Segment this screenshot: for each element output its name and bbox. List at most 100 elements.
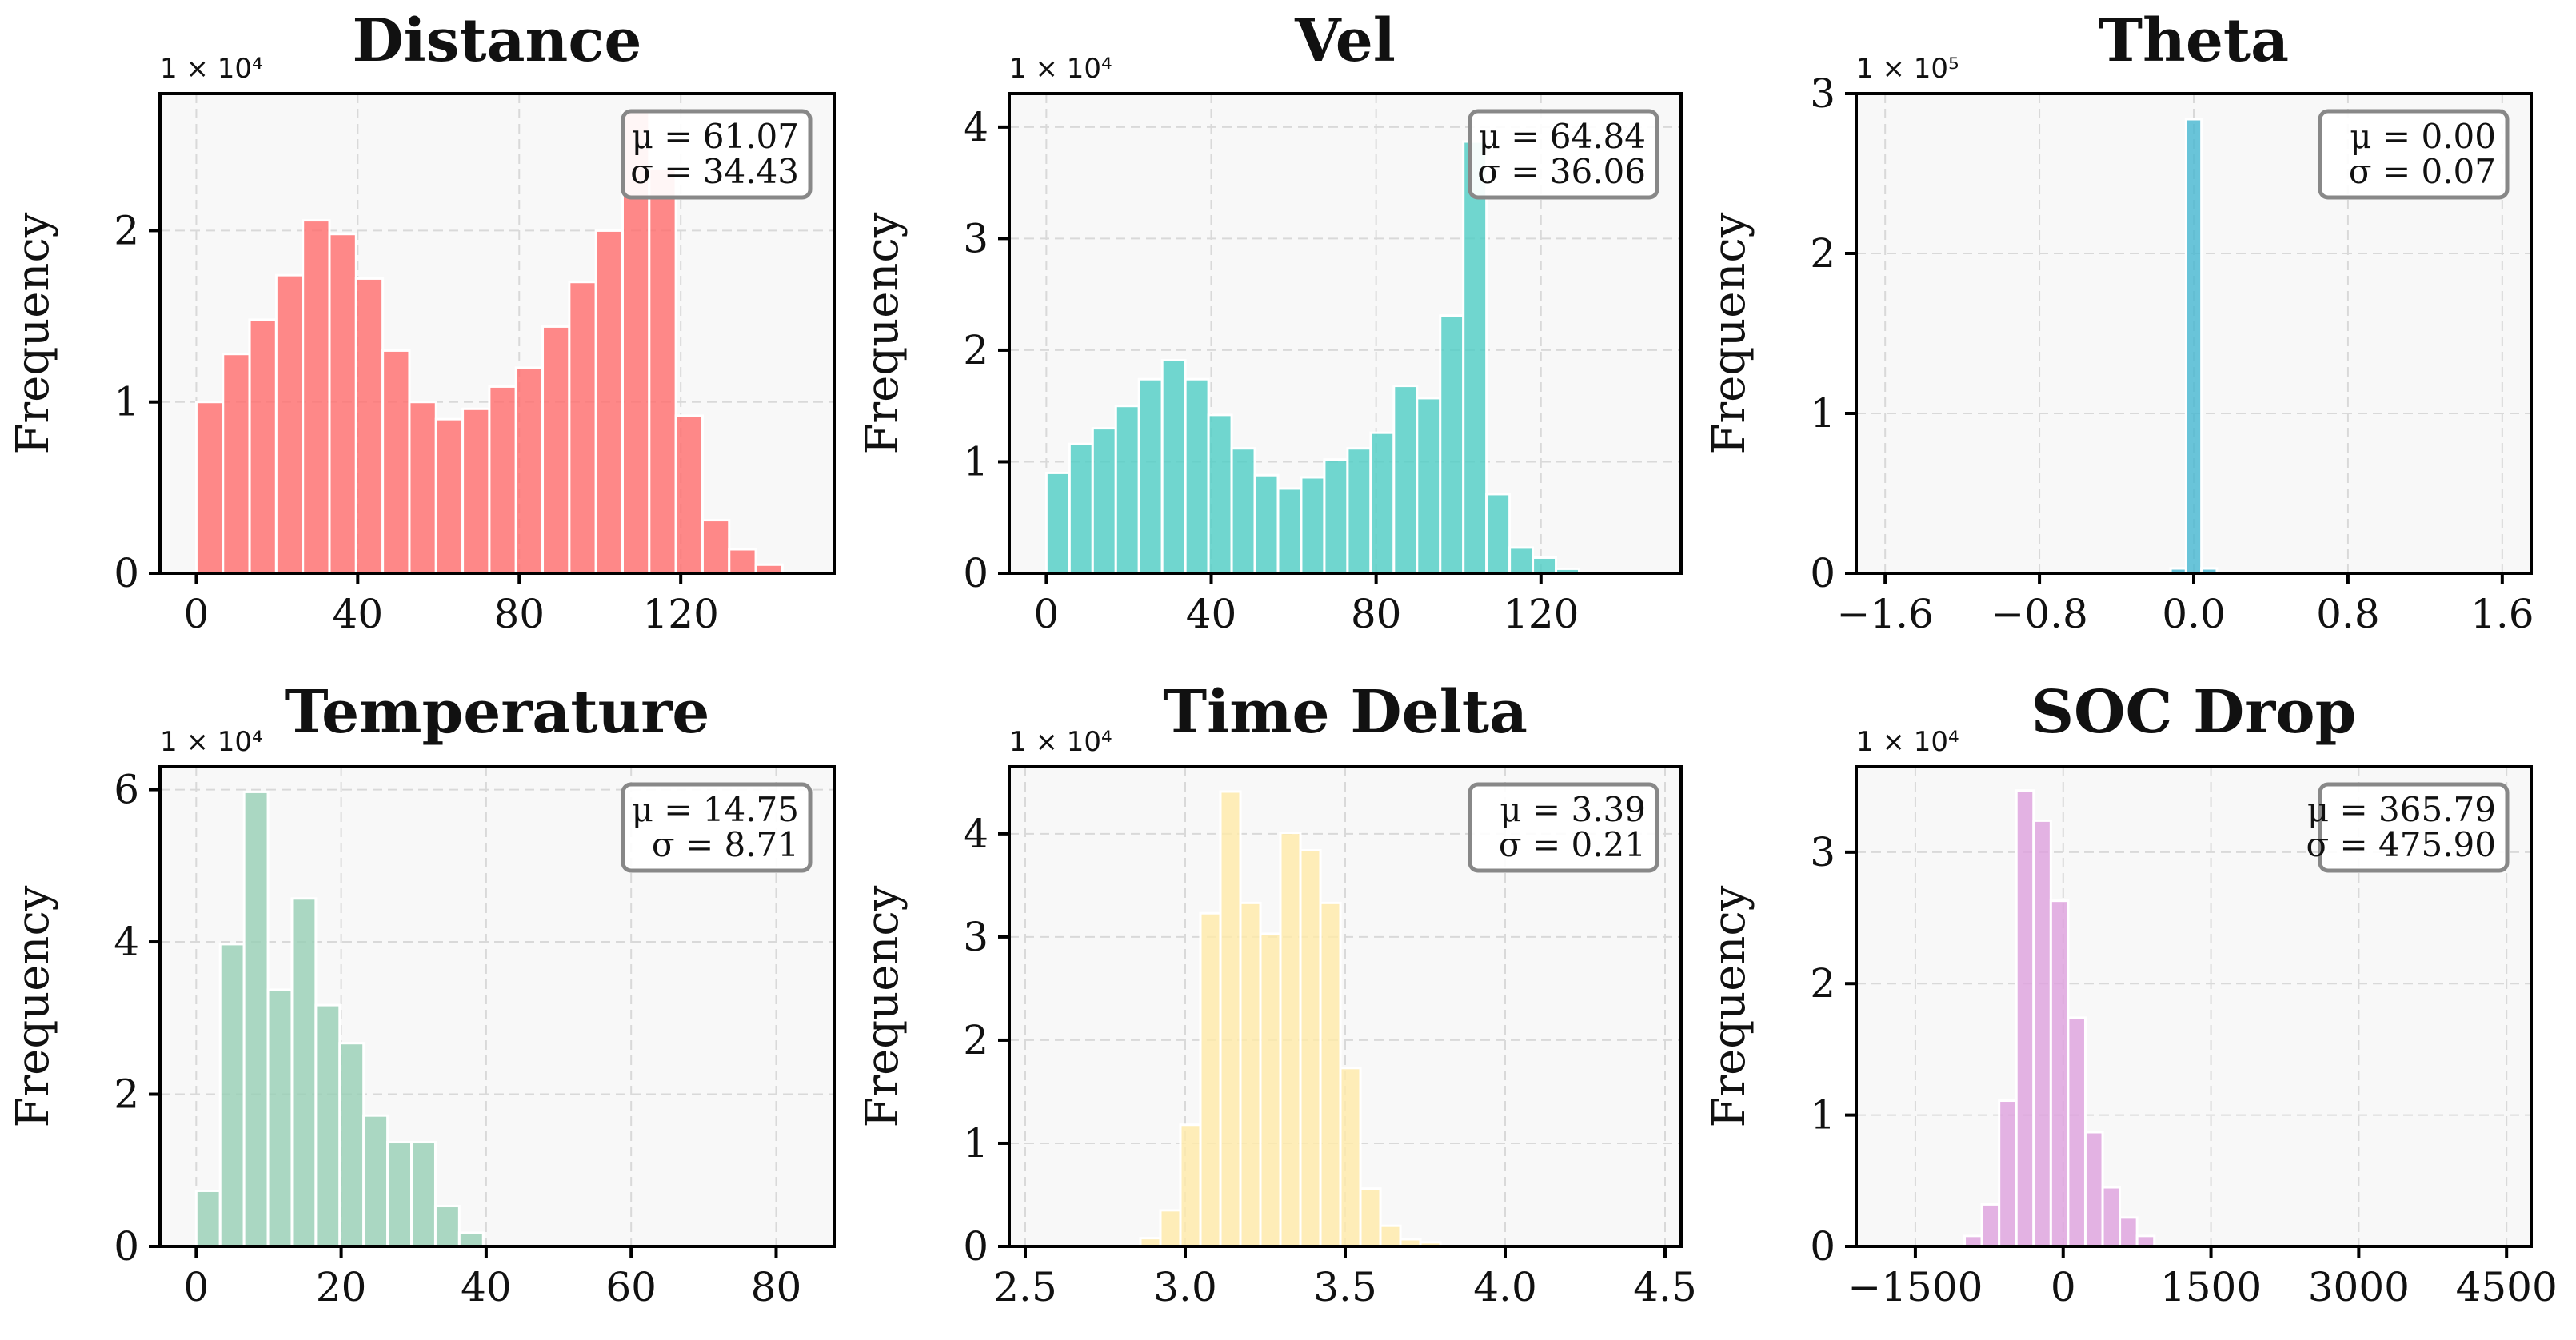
- histogram-bar: [242, 790, 270, 1248]
- y-axis-multiplier: 1 × 10⁴: [1009, 53, 1112, 85]
- x-tick-label: 120: [642, 591, 718, 637]
- x-tick-label: 120: [1503, 591, 1579, 637]
- histogram-bar: [266, 988, 294, 1248]
- histogram-bar: [1439, 314, 1465, 575]
- x-tick-label: 20: [316, 1264, 367, 1310]
- histogram-bar: [1416, 397, 1442, 575]
- x-tick-label: 40: [333, 591, 384, 637]
- y-tick-label: 3: [1810, 829, 1835, 875]
- histogram-bar: [1279, 832, 1302, 1248]
- y-tick-label: 1: [1810, 390, 1835, 437]
- histogram-bar: [248, 318, 278, 575]
- stats-mean: μ = 14.75: [632, 790, 799, 829]
- histogram-bar: [1068, 442, 1094, 575]
- histogram-bar: [1137, 377, 1164, 575]
- y-tick-label: 0: [114, 550, 139, 596]
- histogram-bar: [1462, 140, 1488, 575]
- x-tick-label: 40: [461, 1264, 512, 1310]
- stats-std: σ = 8.71: [652, 825, 799, 864]
- y-tick-label: 1: [1810, 1092, 1835, 1139]
- stats-mean: μ = 64.84: [1479, 117, 1646, 156]
- histogram-bar: [648, 167, 677, 575]
- x-tick-label: 4500: [2456, 1264, 2558, 1310]
- y-tick-label: 2: [963, 327, 988, 373]
- histogram-bar: [2119, 1216, 2139, 1248]
- y-tick-label: 4: [114, 919, 139, 965]
- histogram-bar: [674, 414, 704, 575]
- histogram-bar: [218, 943, 246, 1248]
- y-tick-label: 0: [963, 550, 988, 596]
- stats-std: σ = 34.43: [630, 152, 799, 191]
- histogram-bar: [701, 519, 731, 575]
- y-tick-label: 1: [963, 438, 988, 485]
- x-tick-label: −0.8: [1991, 591, 2087, 637]
- y-tick-label: 2: [963, 1017, 988, 1063]
- histogram-bar: [1359, 1187, 1382, 1248]
- histogram-bar: [488, 385, 517, 575]
- histogram-bar: [194, 401, 225, 575]
- stats-std: σ = 0.21: [1499, 825, 1646, 864]
- histogram-bar: [1339, 1067, 1362, 1248]
- x-tick-label: 2.5: [993, 1264, 1057, 1310]
- histogram-bar: [1230, 447, 1256, 575]
- histogram-bar: [1253, 473, 1280, 575]
- stats-mean: μ = 3.39: [1500, 790, 1646, 829]
- plot-frame: [158, 765, 836, 1248]
- chart-panel: 0 40 80 120 0 1 2 Distance 1 × 10⁴ Frequency μ = 6…: [7, 6, 836, 637]
- x-tick-label: 80: [1351, 591, 1402, 637]
- chart-title: Temperature: [285, 678, 710, 747]
- chart-panel: −1.6 −0.8 0.0 0.8 1.6 0 1 2 3 Theta 1 × 10⁵ Frequen…: [1703, 6, 2534, 637]
- y-axis-multiplier: 1 × 10⁴: [160, 53, 263, 85]
- y-tick-label: 2: [114, 207, 139, 253]
- y-tick-label: 4: [963, 811, 988, 857]
- stats-std: σ = 475.90: [2306, 825, 2496, 864]
- histogram-bar: [274, 273, 305, 575]
- plot-frame: [1855, 765, 2533, 1248]
- histogram-bar: [1485, 493, 1512, 575]
- histogram-bar: [1392, 385, 1419, 575]
- y-tick-label: 0: [114, 1223, 139, 1270]
- histogram-bar: [1508, 546, 1535, 575]
- x-tick-label: 40: [1186, 591, 1237, 637]
- x-tick-label: 1.6: [2470, 591, 2534, 637]
- histogram-bar: [362, 1114, 389, 1248]
- histogram-bar: [457, 1231, 485, 1248]
- chart-title: Distance: [352, 6, 641, 75]
- chart-title: Theta: [2099, 6, 2289, 75]
- y-tick-label: 3: [1810, 70, 1835, 117]
- histogram-bar: [1159, 1209, 1182, 1248]
- x-tick-label: 1500: [2160, 1264, 2262, 1310]
- histogram-bar: [1160, 358, 1187, 575]
- stats-std: σ = 0.07: [2349, 152, 2496, 191]
- histogram-bar: [1998, 1099, 2018, 1248]
- x-tick-label: 3.5: [1313, 1264, 1377, 1310]
- histogram-bar: [1259, 932, 1282, 1248]
- histogram-bar: [328, 233, 357, 575]
- y-tick-label: 1: [114, 379, 139, 425]
- y-axis-multiplier: 1 × 10⁴: [160, 726, 263, 758]
- chart-panel: 0 40 80 120 0 1 2 3 4 Vel 1 × 10⁴ Frequency μ = 64.8…: [857, 6, 1683, 637]
- histogram-bar: [2184, 118, 2203, 575]
- y-axis-multiplier: 1 × 10⁴: [1856, 726, 1959, 758]
- stats-mean: μ = 365.79: [2307, 790, 2496, 829]
- histogram-bar: [2049, 899, 2070, 1248]
- histogram-bar: [434, 417, 465, 575]
- chart-panel: 0 20 40 60 80 0 2 4 6 Temperature 1 × 10⁴ Frequency…: [7, 678, 836, 1310]
- y-tick-label: 2: [1810, 960, 1835, 1007]
- y-tick-label: 3: [963, 215, 988, 261]
- histogram-bar: [1114, 405, 1140, 575]
- histogram-bar: [2101, 1186, 2122, 1248]
- histogram-bar: [1532, 556, 1558, 575]
- x-tick-label: 4.5: [1633, 1264, 1697, 1310]
- histogram-bar: [1239, 901, 1262, 1248]
- y-axis-label: Frequency: [7, 885, 59, 1127]
- x-tick-label: 80: [751, 1264, 802, 1310]
- y-tick-label: 2: [114, 1071, 139, 1118]
- histogram-bar: [1346, 447, 1372, 575]
- x-tick-label: 4.0: [1473, 1264, 1537, 1310]
- histogram-bar: [433, 1205, 461, 1248]
- x-tick-label: 60: [605, 1264, 657, 1310]
- y-axis-label: Frequency: [857, 885, 909, 1127]
- histogram-bar: [514, 366, 545, 575]
